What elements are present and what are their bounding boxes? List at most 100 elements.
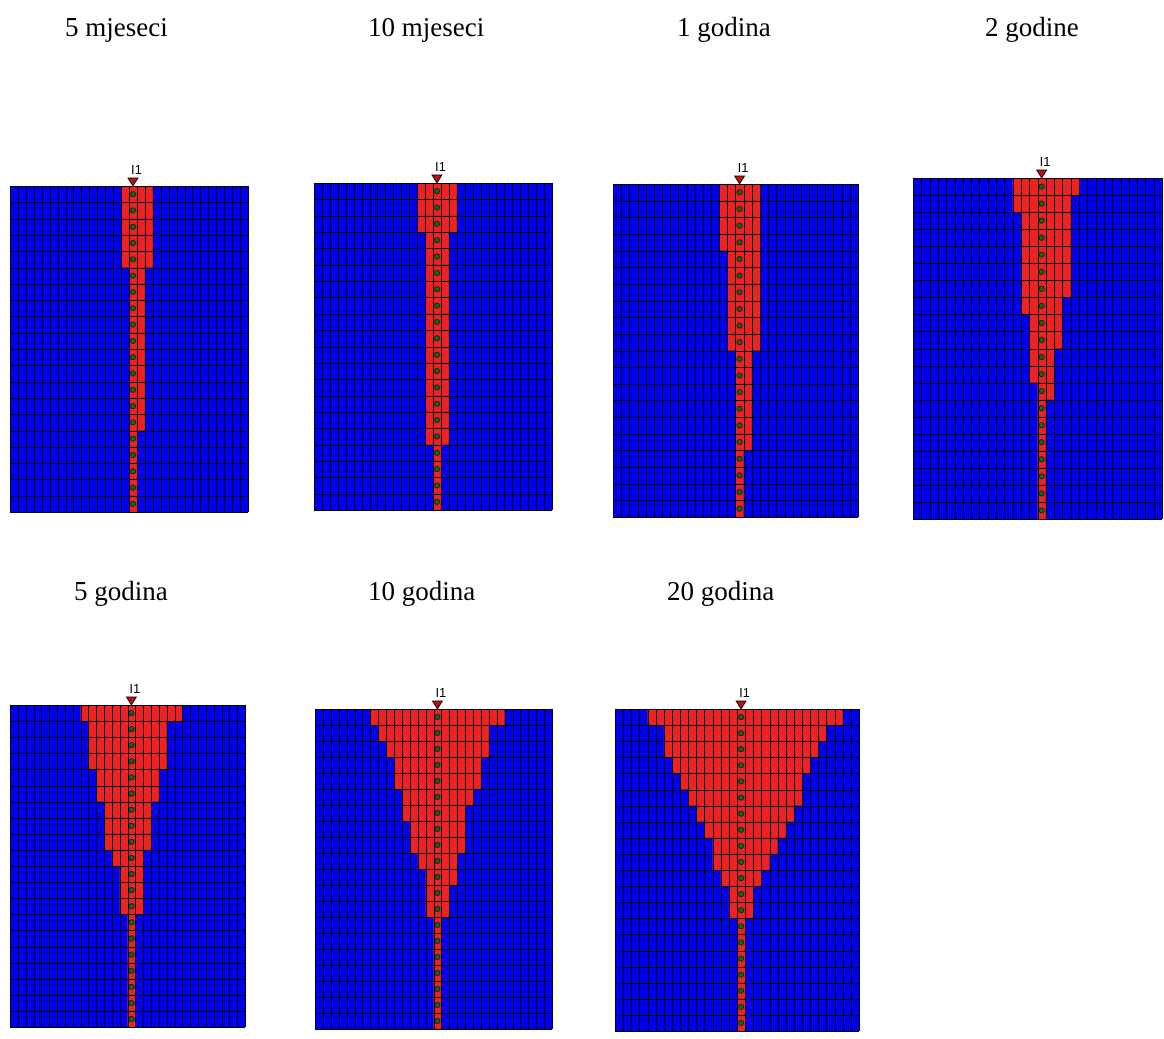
- well-screen-dot: [738, 730, 744, 737]
- well-label: I1: [1040, 154, 1051, 169]
- well-screen-dot: [128, 726, 135, 733]
- caption-20-godina: 20 godina: [667, 576, 775, 606]
- well-screen-dot: [434, 270, 440, 276]
- well-screen-dot: [130, 484, 136, 491]
- well-screen-dot: [736, 355, 743, 362]
- plume-row: [129, 283, 145, 301]
- well-screen-dot: [434, 433, 440, 440]
- plume-row: [735, 400, 752, 418]
- well-marker-icon: [431, 700, 444, 710]
- well-screen-dot: [130, 207, 136, 214]
- well-screen-dot: [738, 859, 744, 865]
- well-screen-dot: [130, 223, 136, 230]
- well-screen-dot: [736, 405, 743, 412]
- well-screen-dot: [738, 778, 744, 785]
- plume-row: [88, 721, 167, 738]
- plume-row: [121, 234, 153, 252]
- plume-row: [1029, 331, 1063, 349]
- well-screen-dot: [130, 386, 136, 393]
- well-screen-dot: [128, 774, 135, 781]
- well-screen-dot: [434, 906, 441, 912]
- plume-grid: I1: [615, 685, 860, 1032]
- well-screen-dot: [128, 903, 135, 910]
- well-screen-dot: [434, 1018, 441, 1024]
- well-screen-dot: [434, 810, 441, 816]
- well-screen-dot: [434, 730, 441, 736]
- well-screen-dot: [736, 222, 743, 229]
- well-screen-dot: [736, 189, 743, 196]
- well-screen-dot: [1038, 320, 1045, 326]
- well-screen-dot: [1038, 268, 1045, 275]
- plume-row: [735, 417, 752, 434]
- plume-row: [735, 350, 752, 368]
- well-screen-dot: [736, 256, 743, 262]
- well-screen-dot: [434, 286, 440, 293]
- caption-5-mjeseci: 5 mjeseci: [65, 12, 168, 42]
- well-screen-dot: [130, 419, 136, 426]
- plume-row: [88, 753, 167, 770]
- plume-row: [129, 414, 145, 431]
- well-screen-dot: [434, 400, 440, 407]
- plume-grid-panel-2-godine: I1: [913, 154, 1163, 520]
- well-screen-dot: [434, 714, 441, 720]
- well-screen-dot: [130, 370, 136, 377]
- well-screen-dot: [434, 842, 441, 848]
- well-screen-dot: [128, 838, 135, 845]
- well-screen-dot: [738, 714, 744, 720]
- well-screen-dot: [1038, 200, 1045, 207]
- plume-row: [735, 367, 752, 384]
- well-screen-dot: [128, 1016, 135, 1022]
- well-screen-dot: [128, 758, 135, 765]
- well-screen-dot: [128, 871, 135, 877]
- well-screen-dot: [130, 256, 136, 263]
- well-screen-dot: [434, 482, 440, 489]
- well-screen-dot: [736, 489, 743, 495]
- plume-grid-panel-20-godina: I1: [615, 685, 860, 1032]
- well-screen-dot: [738, 762, 744, 769]
- well-screen-dot: [736, 322, 743, 329]
- well-screen-dot: [434, 890, 441, 896]
- caption-10-godina: 10 godina: [368, 576, 476, 606]
- plume-row: [129, 381, 145, 398]
- well-screen-dot: [128, 983, 135, 990]
- well-marker-icon: [431, 174, 443, 184]
- plume-grid: I1: [315, 685, 553, 1030]
- plume-grid-panel-1-godina: I1: [613, 160, 859, 518]
- well-screen-dot: [736, 372, 743, 379]
- well-screen-dot: [128, 951, 135, 958]
- well-screen-dot: [1038, 337, 1045, 343]
- caption-5-godina: 5 godina: [74, 576, 168, 606]
- well-screen-dot: [738, 923, 744, 930]
- well-screen-dot: [434, 938, 441, 944]
- well-screen-dot: [736, 389, 743, 396]
- caption-10-mjeseci: 10 mjeseci: [368, 12, 485, 42]
- plume-row: [727, 333, 760, 351]
- plume-grid: I1: [10, 681, 246, 1028]
- well-screen-dot: [434, 253, 440, 260]
- well-screen-dot: [738, 971, 744, 978]
- well-screen-dot: [130, 289, 136, 295]
- well-screen-dot: [128, 710, 135, 716]
- plume-row: [129, 397, 145, 415]
- well-screen-dot: [434, 498, 440, 505]
- caption-1-godina: 1 godina: [677, 12, 771, 42]
- well-screen-dot: [434, 466, 440, 473]
- well-screen-dot: [1038, 183, 1045, 190]
- well-screen-dot: [434, 449, 440, 456]
- well-screen-dot: [434, 384, 440, 391]
- plume-row: [1020, 246, 1071, 264]
- well-screen-dot: [738, 987, 744, 994]
- well-screen-dot: [434, 351, 440, 358]
- well-screen-dot: [434, 954, 441, 960]
- plume-grid: I1: [913, 154, 1163, 520]
- plume-row: [401, 805, 466, 821]
- well-screen-dot: [736, 505, 743, 512]
- well-screen-dot: [738, 810, 744, 817]
- well-screen-dot: [736, 472, 743, 479]
- well-screen-dot: [130, 403, 136, 409]
- well-marker-icon: [735, 700, 747, 710]
- well-screen-dot: [130, 468, 136, 475]
- well-screen-dot: [738, 1003, 744, 1010]
- well-screen-dot: [738, 1020, 744, 1026]
- well-screen-dot: [736, 272, 743, 279]
